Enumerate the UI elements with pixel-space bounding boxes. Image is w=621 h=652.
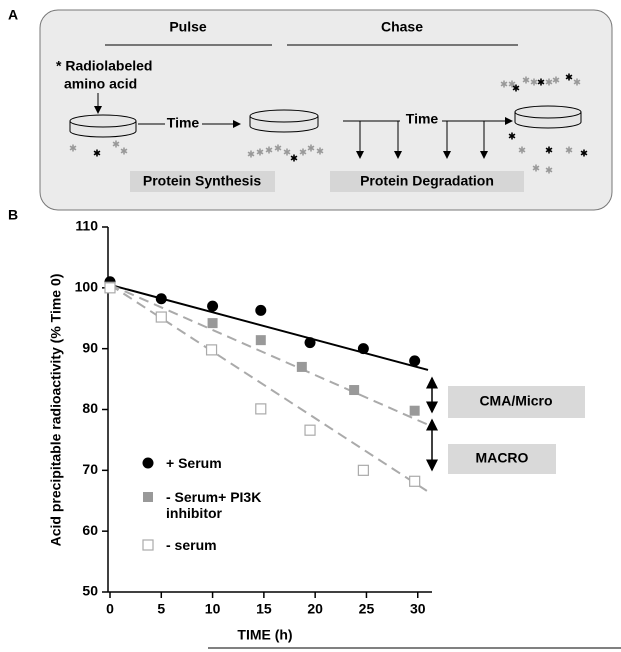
legend-label: + Serum <box>166 455 222 471</box>
legend-marker <box>142 457 154 469</box>
panel-box <box>39 9 613 211</box>
data-point <box>357 343 369 355</box>
label-box <box>330 171 524 192</box>
data-point <box>409 475 421 487</box>
y-tick-label: 70 <box>82 461 98 477</box>
radiolabel-text: * Radiolabeled <box>56 58 152 74</box>
data-point <box>349 385 360 396</box>
y-tick-label: 100 <box>75 279 99 295</box>
data-point <box>255 403 267 415</box>
x-tick-label: 20 <box>307 601 323 617</box>
chase-title: Chase <box>381 19 423 35</box>
y-tick-label: 110 <box>75 218 98 234</box>
radiolabel-text: amino acid <box>64 76 137 92</box>
y-tick-label: 90 <box>82 339 98 355</box>
data-point <box>155 311 167 323</box>
annotation-box <box>448 444 556 474</box>
x-tick-label: 30 <box>410 601 426 617</box>
data-point <box>155 293 167 305</box>
x-axis-label: TIME (h) <box>237 627 292 643</box>
pulse-title: Pulse <box>169 19 207 35</box>
data-point <box>357 464 369 476</box>
data-point <box>205 344 218 356</box>
trend-line <box>109 283 429 426</box>
legend-marker <box>142 539 154 551</box>
annotation: MACRO <box>476 450 529 466</box>
y-tick-label: 60 <box>82 522 98 538</box>
legend-label: - Serum+ PI3K inhibitor <box>166 489 262 521</box>
x-tick-label: 10 <box>205 601 221 617</box>
label-box <box>130 171 275 192</box>
chase-arrows <box>343 117 513 159</box>
data-point <box>255 304 267 316</box>
data-point <box>304 337 316 349</box>
panel-label: B <box>8 207 18 223</box>
data-point <box>409 405 420 416</box>
data-point <box>296 361 307 372</box>
annotation: CMA/Micro <box>479 393 552 409</box>
x-tick-label: 0 <box>106 601 114 617</box>
data-point <box>207 318 218 329</box>
y-axis-label: Acid precipitable radioactivity (% Time … <box>48 274 64 547</box>
data-point <box>207 300 219 312</box>
legend-label: - serum <box>166 537 217 553</box>
data-point <box>409 355 421 367</box>
annotation-box <box>448 386 585 418</box>
process-label: Protein Degradation <box>360 173 494 189</box>
process-label: Protein Synthesis <box>143 173 261 189</box>
y-tick-label: 80 <box>82 400 98 416</box>
y-tick-label: 50 <box>82 583 98 599</box>
x-tick-label: 25 <box>359 601 375 617</box>
data-point <box>255 335 266 346</box>
x-tick-label: 5 <box>157 601 165 617</box>
time-label: Time <box>167 115 200 131</box>
data-point <box>104 282 116 294</box>
time-label: Time <box>406 111 439 127</box>
dish <box>69 105 582 138</box>
data-point <box>304 424 316 436</box>
x-tick-label: 15 <box>256 601 272 617</box>
legend-marker <box>143 492 153 502</box>
panel-label: A <box>8 7 18 23</box>
